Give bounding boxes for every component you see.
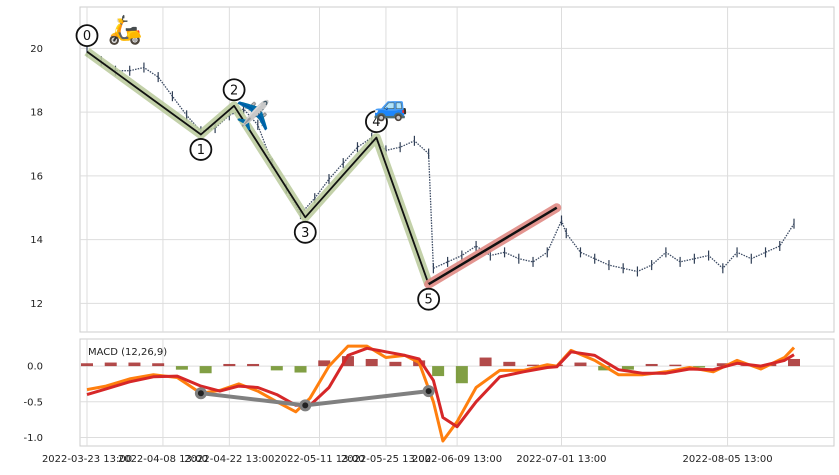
wave-point-marker bbox=[222, 78, 246, 102]
macd-hist-bar bbox=[152, 363, 165, 367]
price-y-tick-label: 18 bbox=[30, 108, 43, 119]
x-tick-label: 2022-06-09 13:00 bbox=[412, 454, 502, 465]
macd-hist-bar bbox=[455, 366, 468, 384]
macd-hist-bar bbox=[199, 366, 212, 374]
macd-hist-bar bbox=[128, 362, 141, 367]
wave-point-label: 5 bbox=[424, 293, 432, 308]
macd-hist-bar bbox=[527, 364, 540, 367]
car-icon: 🚙 bbox=[373, 89, 408, 122]
macd-hist-bar bbox=[716, 363, 729, 367]
macd-hist-bar bbox=[503, 361, 516, 367]
macd-hist-bar bbox=[341, 356, 354, 367]
x-tick-label: 2022-04-08 13:00 bbox=[118, 454, 208, 465]
wave-point-marker bbox=[365, 110, 388, 134]
wave-point-marker bbox=[417, 287, 441, 311]
macd-hist-bar bbox=[693, 366, 706, 368]
macd-hist-bar bbox=[574, 362, 587, 367]
macd-hist-bar bbox=[432, 366, 445, 377]
scooter-icon: 🛵 bbox=[108, 13, 143, 46]
macd-hist-bar bbox=[788, 358, 800, 367]
annotation-icons: 🛵 ✈️ 🚙 bbox=[108, 13, 409, 132]
x-tick-label: 2022-07-01 13:00 bbox=[516, 454, 606, 465]
macd-hist-bar bbox=[223, 363, 236, 367]
macd-hist-bar bbox=[645, 363, 658, 367]
divergence-point-inner bbox=[302, 402, 309, 409]
macd-hist-bar bbox=[669, 364, 682, 367]
macd-hist-bar bbox=[621, 366, 634, 370]
macd-hist-bar bbox=[318, 360, 331, 367]
price-y-ticks: 12 14 16 18 20 bbox=[30, 44, 43, 310]
wave-point-label: 4 bbox=[372, 115, 380, 130]
macd-hist-bar bbox=[270, 366, 283, 371]
macd-y-tick-label: -1.0 bbox=[23, 433, 43, 444]
macd-panel: 0.0 -0.5 -1.0 MACD (12,26,9) bbox=[23, 338, 835, 447]
x-tick-label: 2022-03-23 13:00 bbox=[42, 454, 132, 465]
macd-y-ticks: 0.0 -0.5 -1.0 bbox=[23, 362, 43, 444]
x-tick-label: 2022-05-11 13:00 bbox=[274, 454, 364, 465]
macd-hist-bar bbox=[104, 362, 117, 367]
wave-point-label: 2 bbox=[230, 83, 238, 98]
macd-y-tick-label: -0.5 bbox=[23, 397, 43, 408]
wave-line bbox=[86, 50, 430, 285]
macd-lines bbox=[86, 344, 796, 443]
macd-series-line bbox=[86, 346, 795, 429]
macd-hist-bar bbox=[81, 363, 93, 367]
price-y-tick-label: 12 bbox=[30, 299, 43, 310]
divergence-point-inner bbox=[425, 388, 432, 395]
macd-hist-bar bbox=[365, 358, 378, 367]
wave-point-label: 1 bbox=[197, 143, 205, 158]
price-y-tick-label: 20 bbox=[30, 44, 43, 55]
wave-point-label: 3 bbox=[301, 226, 309, 241]
target-line-stroke bbox=[427, 206, 558, 286]
macd-hist-bar bbox=[598, 366, 611, 371]
price-y-tick-label: 14 bbox=[30, 235, 43, 246]
wave-point-label: 0 bbox=[83, 29, 91, 44]
macd-hist-bar bbox=[389, 361, 402, 367]
wave-point-marker bbox=[75, 24, 99, 48]
x-tick-label: 2022-08-05 13:00 bbox=[683, 454, 773, 465]
target-line bbox=[424, 203, 562, 289]
macd-legend: MACD (12,26,9) bbox=[88, 347, 167, 358]
divergence-point-inner bbox=[197, 390, 204, 397]
divergence-line bbox=[194, 385, 435, 412]
macd-hist-bar bbox=[175, 366, 188, 370]
wave-point-labels: 0 1 2 3 4 5 bbox=[75, 24, 441, 311]
macd-hist-bar bbox=[247, 363, 260, 367]
wave-point-marker bbox=[293, 220, 317, 244]
airplane-icon: ✈️ bbox=[236, 98, 271, 132]
x-tick-label: 2022-05-25 13:00 bbox=[341, 454, 431, 465]
wave-point-marker bbox=[189, 138, 213, 161]
x-tick-label: 2022-04-22 13:00 bbox=[184, 454, 274, 465]
macd-hist-bar bbox=[294, 366, 307, 373]
price-y-tick-label: 16 bbox=[30, 171, 43, 182]
wave-pattern bbox=[84, 47, 433, 286]
macd-hist-bar bbox=[479, 357, 492, 367]
macd-y-tick-label: 0.0 bbox=[27, 362, 43, 373]
